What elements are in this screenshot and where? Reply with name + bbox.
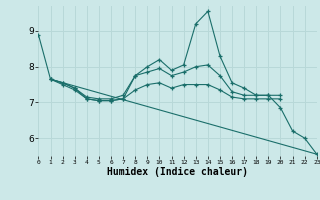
X-axis label: Humidex (Indice chaleur): Humidex (Indice chaleur)	[107, 167, 248, 177]
